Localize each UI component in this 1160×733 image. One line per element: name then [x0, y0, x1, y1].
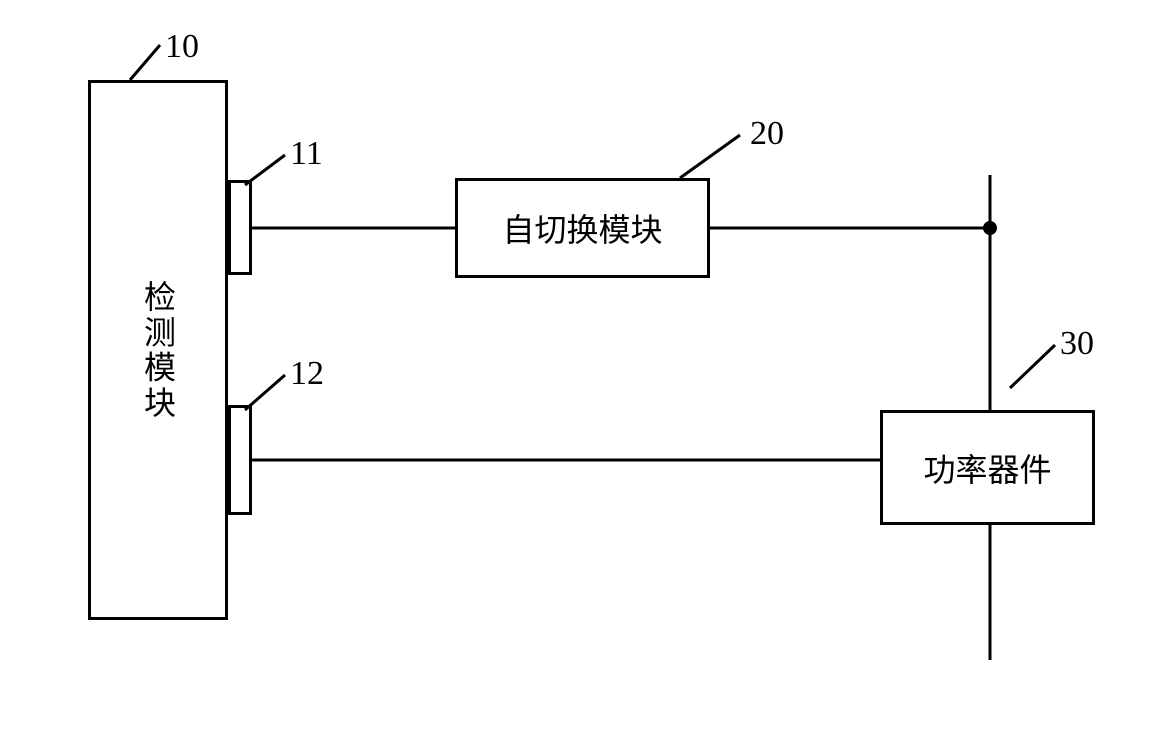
ref-20: 20	[750, 115, 784, 153]
junction-dot	[983, 221, 997, 235]
port-11	[228, 180, 252, 275]
port-12	[228, 405, 252, 515]
ref-12: 12	[290, 355, 324, 393]
block-switch-label: 自切换模块	[502, 205, 662, 251]
block-power: 功率器件	[880, 410, 1095, 525]
diagram-canvas: 检测模块 自切换模块 功率器件 10 11 12 20 30	[0, 0, 1160, 733]
block-power-label: 功率器件	[923, 445, 1051, 491]
block-detect: 检测模块	[88, 80, 228, 620]
block-switch: 自切换模块	[455, 178, 710, 278]
block-detect-label: 检测模块	[135, 280, 181, 421]
ref-10: 10	[165, 28, 199, 66]
leader-30	[1010, 345, 1055, 388]
ref-11: 11	[290, 135, 323, 173]
leader-20	[680, 135, 740, 178]
leader-10	[130, 45, 160, 80]
ref-30: 30	[1060, 325, 1094, 363]
